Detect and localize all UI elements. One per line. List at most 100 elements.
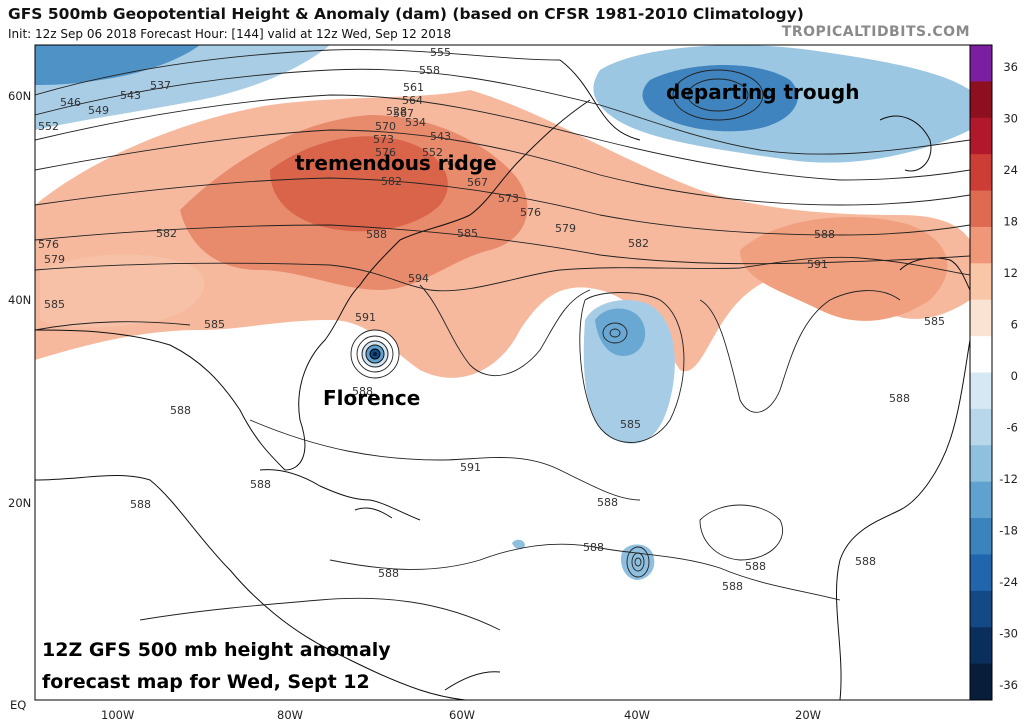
annotation-tremendous-ridge: tremendous ridge: [295, 151, 497, 175]
colorbar-swatch: [970, 590, 992, 628]
contour-label: 579: [555, 222, 576, 235]
map-subtitle: Init: 12z Sep 06 2018 Forecast Hour: [14…: [8, 27, 452, 41]
colorbar-swatch: [970, 663, 992, 701]
colorbar-tick-label: 24: [1003, 163, 1018, 177]
contour-label: 537: [150, 79, 171, 92]
colorbar-swatch: [970, 554, 992, 592]
colorbar-swatch: [970, 627, 992, 665]
contour-label: 585: [44, 298, 65, 311]
map-title: GFS 500mb Geopotential Height & Anomaly …: [8, 5, 804, 23]
colorbar-swatch: [970, 81, 992, 119]
latitude-labels: 60N 40N 20N EQ: [8, 89, 31, 712]
colorbar-tick-label: -30: [999, 627, 1018, 641]
florence-ridge-west: [40, 254, 205, 328]
annotation-florence: Florence: [323, 386, 420, 410]
colorbar-tick-label: -36: [999, 678, 1018, 692]
coastlines: [35, 59, 970, 700]
contour-label: 582: [381, 175, 402, 188]
colorbar-tick-label: 36: [1003, 60, 1018, 74]
contour-label: 543: [120, 89, 141, 102]
colorbar-swatch: [970, 518, 992, 555]
contour-label: 582: [156, 227, 177, 240]
colorbar-tick-label: -6: [1007, 421, 1018, 435]
contour-label: 582: [628, 237, 649, 250]
colorbar-swatch: [970, 263, 992, 301]
florence-vortex: [350, 329, 400, 379]
colorbar-tick-label: -12: [999, 472, 1018, 486]
contour-label: 588: [597, 496, 618, 509]
colorbar-tick-label: 12: [1003, 266, 1018, 280]
colorbar-frame: [969, 44, 993, 701]
colorbar-swatch: [970, 336, 992, 373]
contour-label: 570: [375, 120, 396, 133]
lat-label-40n: 40N: [8, 293, 31, 307]
lat-label-20n: 20N: [8, 496, 31, 510]
contour-label: 594: [408, 272, 429, 285]
contour-label: 591: [807, 258, 828, 271]
contour-label: 588: [745, 560, 766, 573]
contour-label: 585: [924, 315, 945, 328]
contour-label: 588: [814, 228, 835, 241]
contour-label: 588: [250, 478, 271, 491]
colorbar-swatch: [970, 481, 992, 519]
contour-label: 567: [467, 176, 488, 189]
contour-label: 588: [366, 228, 387, 241]
colorbar-swatch: [970, 45, 992, 82]
annotation-departing-trough: departing trough: [666, 80, 859, 104]
east-atlantic-ridge: [740, 217, 948, 321]
colorbar-swatch: [970, 372, 992, 410]
contour-label: 588: [722, 580, 743, 593]
contour-label: 588: [583, 541, 604, 554]
departing-trough-core: [642, 65, 798, 132]
contour-label: 585: [204, 318, 225, 331]
contour-label: 558: [419, 64, 440, 77]
colorbar-tick-labels: 36 30 24 18 12 6 0 -6 -12 -18 -24 -30 -36: [999, 60, 1018, 692]
contour-label: 567: [393, 107, 414, 120]
colorbar-swatch: [970, 299, 992, 337]
lat-label-60n: 60N: [8, 89, 31, 103]
contour-label: 573: [498, 192, 519, 205]
lon-label-100w: 100W: [101, 708, 134, 722]
colorbar-swatch: [970, 190, 992, 228]
contour-label: 576: [520, 206, 541, 219]
colorbar-swatch: [970, 154, 992, 192]
colorbar-swatch: [970, 226, 992, 264]
contour-label: 552: [38, 120, 59, 133]
lon-label-60w: 60W: [449, 708, 475, 722]
contour-label: 585: [457, 227, 478, 240]
contour-label: 546: [60, 96, 81, 109]
anomaly-colorbar: [969, 44, 993, 701]
contour-label: 579: [44, 253, 65, 266]
contour-label: 588: [889, 392, 910, 405]
caption-line-2: forecast map for Wed, Sept 12: [42, 671, 370, 693]
contour-label: 561: [403, 81, 424, 94]
contour-label: 588: [378, 567, 399, 580]
contour-label: 534: [405, 116, 426, 129]
ridge-max: [270, 136, 448, 232]
contour-label: 588: [130, 498, 151, 511]
colorbar-tick-label: 0: [1011, 369, 1018, 383]
contour-label: 588: [352, 385, 373, 398]
contour-label: 528: [386, 105, 407, 118]
contour-label: 555: [430, 46, 451, 59]
contour-label: 588: [170, 404, 191, 417]
small-low-anomaly: [512, 539, 525, 550]
lon-label-40w: 40W: [624, 708, 650, 722]
contour-label: 591: [460, 461, 481, 474]
colorbar-swatch: [970, 445, 992, 483]
contour-label: 561: [447, 159, 468, 172]
tropical-low-contours: [602, 69, 764, 578]
longitude-labels: 100W 80W 60W 40W 20W: [101, 708, 821, 722]
caption-line-1: 12Z GFS 500 mb height anomaly: [42, 639, 391, 661]
colorbar-tick-label: -18: [999, 524, 1018, 538]
height-contours: [35, 49, 970, 631]
contour-label: 552: [422, 146, 443, 159]
contour-label: 549: [88, 104, 109, 117]
contour-label: 588: [855, 555, 876, 568]
colorbar-tick-label: 18: [1003, 215, 1018, 229]
lon-label-20w: 20W: [795, 708, 821, 722]
colorbar-tick-label: 30: [1003, 112, 1018, 126]
